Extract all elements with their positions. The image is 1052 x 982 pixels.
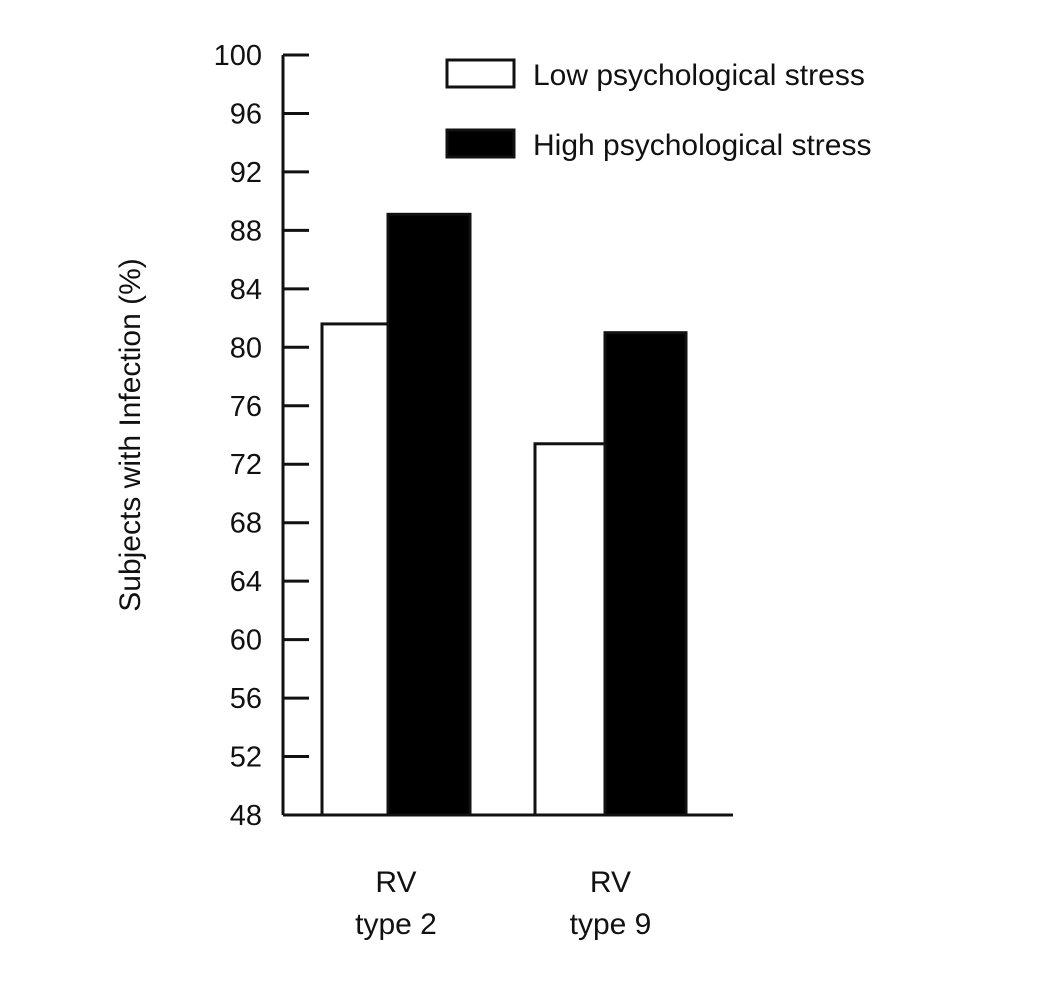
legend-swatch bbox=[445, 58, 516, 89]
x-tick-label: RV bbox=[590, 866, 631, 899]
legend-swatch bbox=[445, 128, 516, 159]
x-tick-label: type 2 bbox=[355, 908, 437, 941]
y-tick-label: 68 bbox=[230, 508, 262, 540]
y-tick-label: 72 bbox=[230, 449, 262, 481]
y-tick-label: 52 bbox=[230, 742, 262, 774]
bar-high-stress-1 bbox=[603, 331, 688, 817]
y-tick-label: 64 bbox=[230, 566, 262, 598]
x-tick-label: type 9 bbox=[570, 908, 652, 941]
y-tick-label: 100 bbox=[214, 40, 262, 72]
y-tick-label: 96 bbox=[230, 98, 262, 130]
y-tick-label: 88 bbox=[230, 215, 262, 247]
y-tick-label: 76 bbox=[230, 391, 262, 423]
bar-high-stress-0 bbox=[386, 212, 472, 817]
bar-low-stress-1 bbox=[533, 442, 607, 817]
legend-label: High psychological stress bbox=[533, 129, 871, 162]
bar-low-stress-0 bbox=[320, 322, 390, 817]
legend-label: Low psychological stress bbox=[533, 59, 865, 92]
y-tick-label: 48 bbox=[230, 800, 262, 832]
y-tick-label: 56 bbox=[230, 683, 262, 715]
y-tick-label: 80 bbox=[230, 332, 262, 364]
y-tick-label: 84 bbox=[230, 274, 262, 306]
x-tick-label: RV bbox=[375, 866, 416, 899]
y-tick-label: 92 bbox=[230, 157, 262, 189]
y-tick-label: 60 bbox=[230, 625, 262, 657]
y-axis-label: Subjects with Infection (%) bbox=[114, 258, 147, 611]
